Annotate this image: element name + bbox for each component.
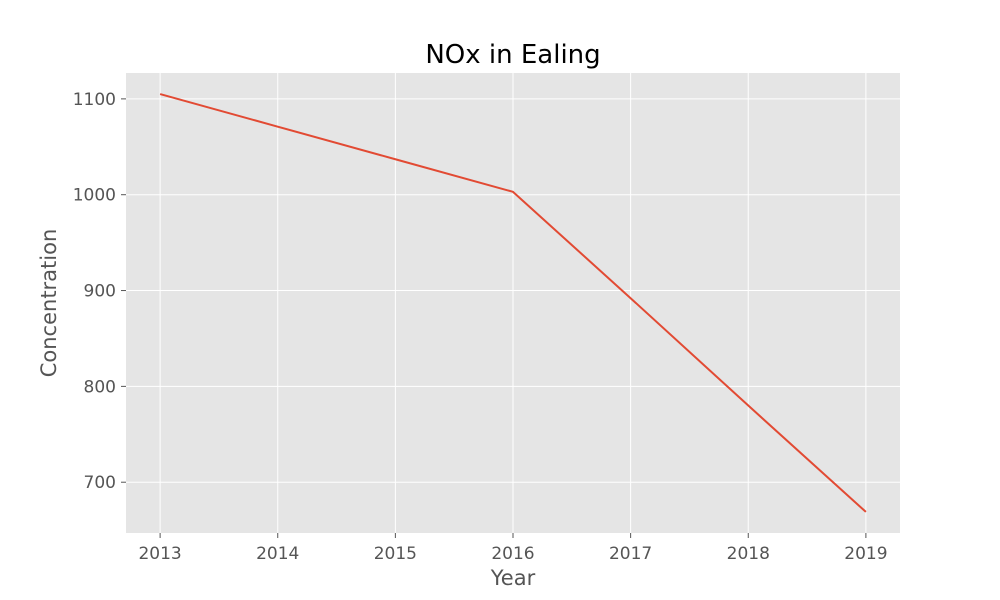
x-tick-label: 2018 [727, 544, 770, 564]
y-tick-label: 1000 [73, 186, 116, 206]
x-tick-label: 2017 [609, 544, 652, 564]
chart-title: NOx in Ealing [425, 40, 600, 70]
y-axis-label: Concentration [37, 229, 61, 378]
y-tick-label: 900 [84, 282, 116, 302]
x-tick-label: 2019 [844, 544, 887, 564]
x-tick-label: 2016 [491, 544, 534, 564]
y-tick-label: 1100 [73, 90, 116, 110]
x-axis-label: Year [490, 566, 536, 590]
x-tick-label: 2014 [256, 544, 299, 564]
x-tick-label: 2013 [138, 544, 181, 564]
series-group [159, 93, 867, 513]
grid-lines [126, 73, 900, 533]
y-tick-label: 800 [84, 377, 116, 397]
y-axis-ticks: 700 800 900 1000 1100 [73, 90, 126, 493]
x-axis-ticks: 2013 2014 2015 2016 2017 2018 2019 [138, 533, 888, 564]
x-tick-label: 2015 [374, 544, 417, 564]
y-tick-label: 700 [84, 473, 116, 493]
